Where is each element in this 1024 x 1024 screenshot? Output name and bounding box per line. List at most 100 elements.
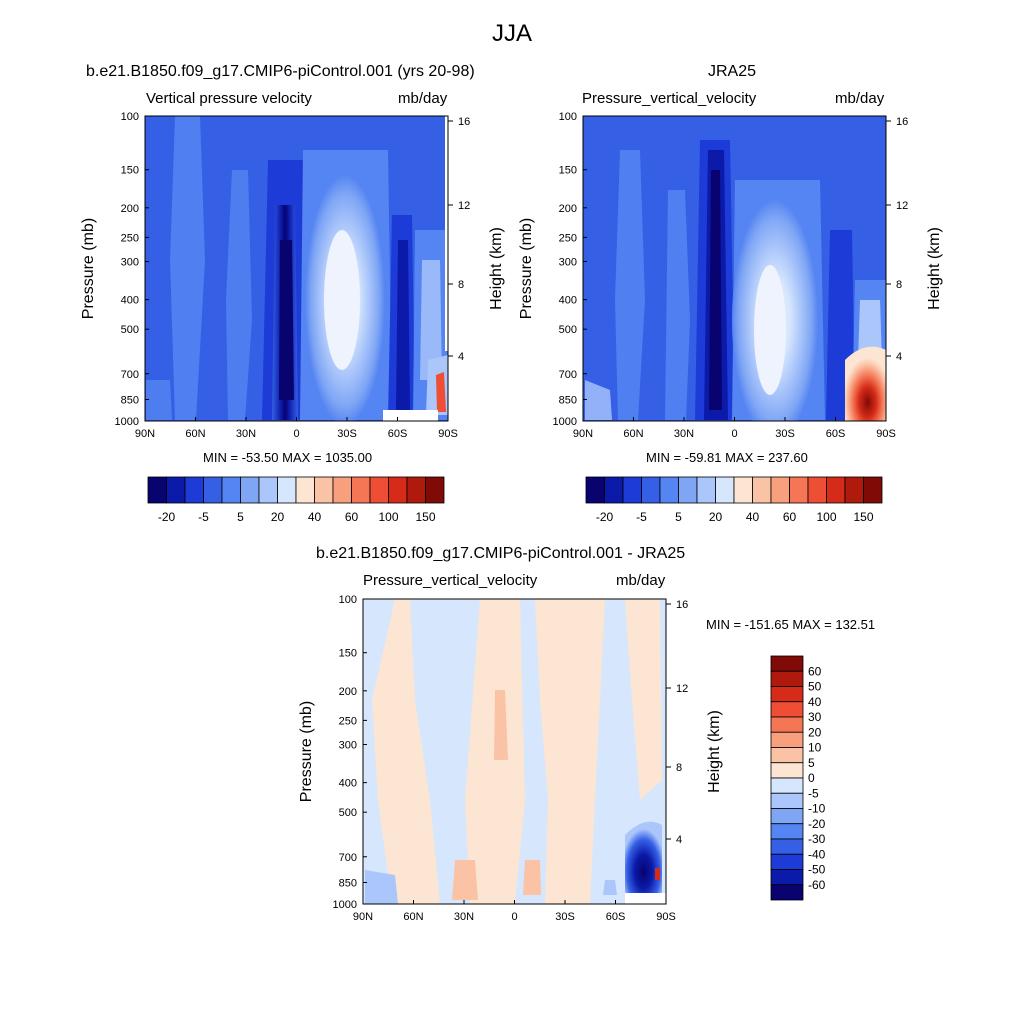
colorbar-swatch (770, 716, 804, 733)
y-axis-title: Pressure (mb) (518, 218, 535, 319)
y2-axis-title: Height (km) (706, 710, 723, 793)
panel-diff-field (363, 599, 666, 904)
y2-tick-label: 12 (896, 200, 908, 212)
y-tick-label: 300 (121, 257, 139, 269)
colorbar-swatch (295, 476, 315, 504)
colorbar-swatch (203, 476, 223, 504)
panel-model-axes: 100 150 200 250 300 400 500 700 850 1000 16 12 8 4 90N… (80, 111, 505, 440)
y-axis-title: Pressure (mb) (298, 701, 315, 802)
colorbar-tick-label: 60 (783, 510, 797, 524)
y-tick-label: 100 (339, 594, 357, 606)
colorbar-swatch (659, 476, 679, 504)
colorbar-swatch (770, 731, 804, 748)
y-tick-label: 100 (121, 111, 139, 123)
panel-diff-min-max: MIN = -151.65 MAX = 132.51 (706, 617, 876, 632)
colorbar-tick-label: -5 (198, 510, 209, 524)
panel-model-variable-label: Vertical pressure velocity (146, 90, 312, 107)
y-tick-label: 400 (339, 778, 357, 790)
colorbar-tick-label: 20 (808, 725, 822, 739)
y-tick-label: 700 (559, 369, 577, 381)
colorbar-swatch (807, 476, 827, 504)
colorbar-swatch (770, 869, 804, 886)
colorbar-tick-label: 100 (378, 510, 398, 524)
y-tick-label: 150 (559, 165, 577, 177)
colorbar-swatch (752, 476, 772, 504)
y2-tick-label: 16 (676, 599, 688, 611)
panel-obs-colorbar: -20 -5 5 20 40 60 100 150 (585, 476, 883, 524)
colorbar-tick-label: 10 (808, 741, 822, 755)
colorbar-swatch (770, 670, 804, 687)
colorbar-swatch (604, 476, 624, 504)
x-tick-label: 30S (555, 911, 575, 923)
y2-tick-label: 12 (676, 683, 688, 695)
x-tick-label: 0 (511, 911, 517, 923)
colorbar-swatch (770, 792, 804, 809)
y-tick-label: 500 (339, 807, 357, 819)
panel-model-colorbar: -20 -5 5 20 40 60 100 150 (147, 476, 445, 524)
colorbar-tick-label: 40 (808, 695, 822, 709)
panel-model-min-max: MIN = -53.50 MAX = 1035.00 (203, 450, 373, 465)
colorbar-swatch (678, 476, 698, 504)
panel-model-units-label: mb/day (398, 90, 448, 107)
colorbar-tick-label: 60 (345, 510, 359, 524)
x-tick-label: 60N (185, 428, 205, 440)
y-tick-label: 150 (339, 648, 357, 660)
colorbar-tick-label: 40 (308, 510, 322, 524)
panel-diff-variable-label: Pressure_vertical_velocity (363, 572, 538, 589)
y2-tick-label: 4 (458, 351, 464, 363)
y-tick-label: 200 (121, 203, 139, 215)
colorbar-swatch (641, 476, 661, 504)
panel-diff-title: b.e21.B1850.f09_g17.CMIP6-piControl.001 … (316, 545, 686, 562)
x-tick-label: 0 (293, 428, 299, 440)
colorbar-swatch (240, 476, 260, 504)
panel-obs-min-max: MIN = -59.81 MAX = 237.60 (646, 450, 808, 465)
colorbar-swatch (770, 701, 804, 718)
colorbar-tick-label: 20 (271, 510, 285, 524)
y-tick-label: 200 (339, 686, 357, 698)
x-tick-label: 60S (606, 911, 626, 923)
x-tick-label: 90S (876, 428, 896, 440)
y2-tick-label: 16 (896, 116, 908, 128)
colorbar-swatch (770, 808, 804, 825)
y-tick-label: 850 (121, 394, 139, 406)
colorbar-swatch (715, 476, 735, 504)
y-tick-label: 850 (339, 877, 357, 889)
colorbar-swatch (166, 476, 186, 504)
colorbar-swatch (770, 655, 804, 672)
x-tick-label: 0 (731, 428, 737, 440)
x-tick-label: 90N (573, 428, 593, 440)
y-tick-label: 1000 (115, 416, 139, 428)
y-axis-title: Pressure (mb) (80, 218, 97, 319)
x-tick-label: 30S (775, 428, 795, 440)
y-tick-label: 300 (559, 257, 577, 269)
x-tick-label: 90N (353, 911, 373, 923)
y-tick-label: 500 (559, 324, 577, 336)
colorbar-tick-label: 0 (808, 771, 815, 785)
colorbar-tick-label: 20 (709, 510, 723, 524)
colorbar-swatch (789, 476, 809, 504)
colorbar-tick-label: 40 (746, 510, 760, 524)
colorbar-tick-label: -30 (808, 832, 826, 846)
x-tick-label: 60S (388, 428, 408, 440)
colorbar-tick-label: 50 (808, 680, 822, 694)
colorbar-swatch (770, 476, 790, 504)
y2-tick-label: 8 (676, 762, 682, 774)
colorbar-swatch (770, 762, 804, 779)
colorbar-tick-label: -50 (808, 863, 826, 877)
x-tick-label: 90N (135, 428, 155, 440)
y-tick-label: 400 (559, 295, 577, 307)
colorbar-swatch (184, 476, 204, 504)
colorbar-swatch (332, 476, 352, 504)
x-tick-label: 30N (674, 428, 694, 440)
colorbar-tick-label: -10 (808, 802, 826, 816)
x-tick-label: 60S (826, 428, 846, 440)
y2-tick-label: 8 (896, 279, 902, 291)
colorbar-tick-label: 30 (808, 710, 822, 724)
y-tick-label: 300 (339, 740, 357, 752)
colorbar-swatch (351, 476, 371, 504)
panel-diff-axes: 100 150 200 250 300 400 500 700 850 1000 16 12 8 4 90N… (298, 594, 723, 923)
colorbar-swatch (147, 476, 167, 504)
figure-title: JJA (491, 20, 532, 47)
